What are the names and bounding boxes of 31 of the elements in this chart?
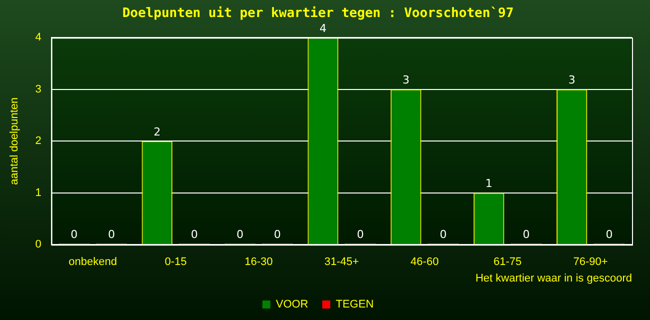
y-tick-label: 4 (35, 32, 42, 44)
data-label: 0 (606, 228, 613, 241)
data-label: 0 (70, 228, 78, 241)
y-tick-label: 0 (35, 238, 42, 251)
x-tick-label: 0-15 (164, 256, 187, 268)
legend-label: TEGEN (336, 298, 374, 311)
x-tick-label: 76-90+ (573, 256, 608, 268)
x-axis-title: Het kwartier waar in is gescoord (475, 272, 632, 284)
data-label: 0 (440, 228, 447, 241)
data-label: 0 (274, 228, 281, 241)
data-label: 0 (236, 228, 244, 241)
x-tick-label: 61-75 (494, 256, 522, 268)
data-label: 0 (108, 228, 115, 241)
chart-title: Doelpunten uit per kwartier tegen : Voorschoten`97 (122, 6, 514, 22)
x-tick-label: 31-45+ (324, 256, 359, 268)
data-label: 4 (319, 22, 326, 35)
legend-label: VOOR (276, 298, 308, 311)
y-tick-label: 2 (35, 135, 42, 148)
data-label: 1 (485, 177, 492, 190)
data-label: 2 (154, 125, 161, 138)
x-tick-label: 46-60 (410, 256, 439, 268)
y-tick-label: 3 (35, 83, 42, 96)
x-tick-label: onbekend (68, 256, 117, 268)
data-label: 0 (190, 228, 198, 241)
y-axis-title: aantal doelpunten (8, 97, 21, 185)
x-tick-label: 16-30 (244, 256, 273, 268)
data-label: 0 (356, 228, 364, 241)
data-label: 3 (568, 74, 576, 87)
y-tick-label: 1 (35, 186, 42, 199)
data-label: 0 (522, 228, 530, 241)
data-label: 3 (402, 74, 410, 87)
